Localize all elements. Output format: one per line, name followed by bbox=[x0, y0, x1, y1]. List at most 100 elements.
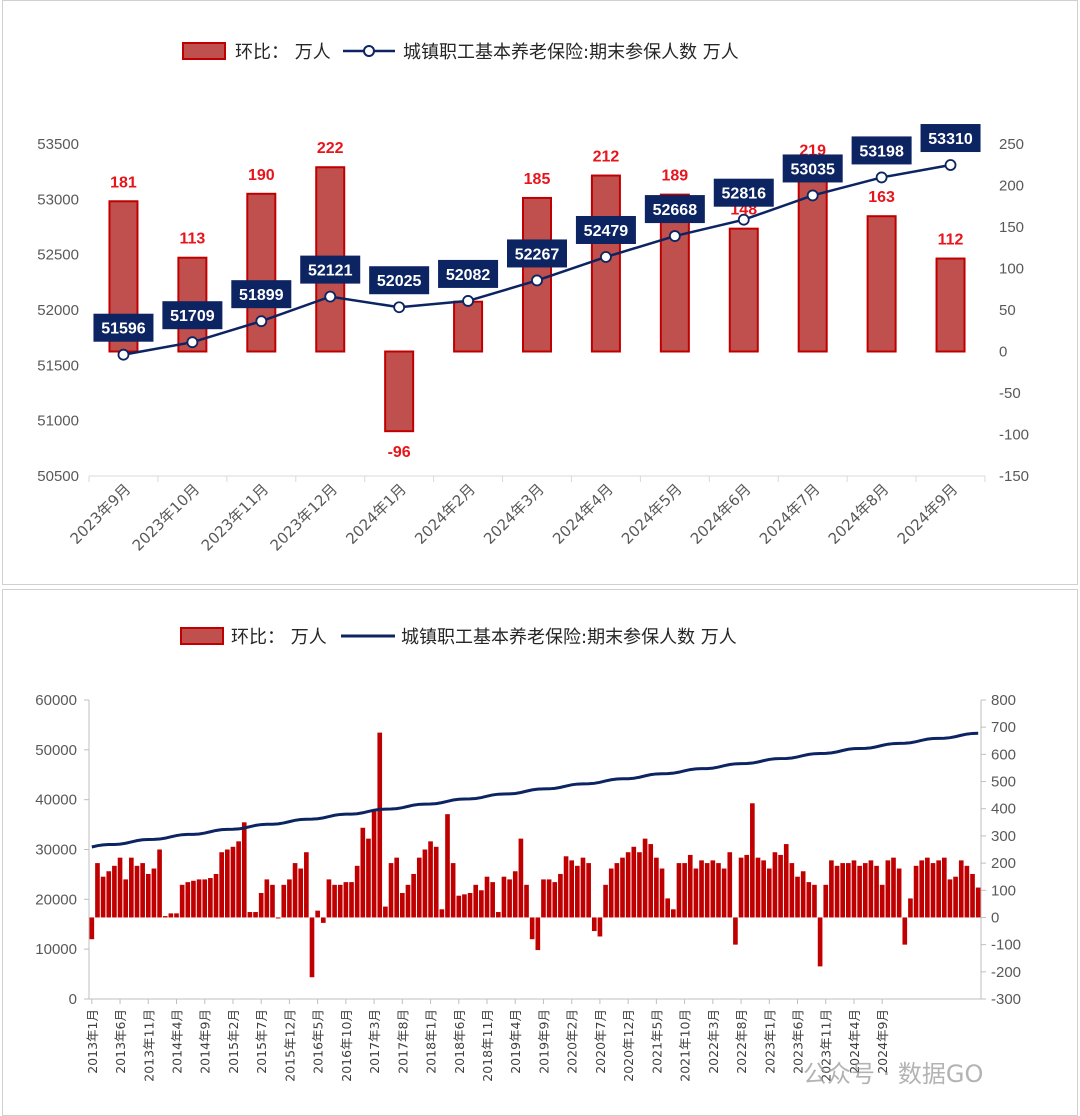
bar-2-2 bbox=[100, 876, 106, 918]
line-data-label-3: 52121 bbox=[308, 263, 353, 280]
bar-2-93 bbox=[614, 863, 620, 918]
bar-2-138 bbox=[868, 860, 874, 918]
left-axis-tick-label-2: 50000 bbox=[35, 742, 77, 759]
left-axis-tick-label: 53500 bbox=[37, 136, 79, 153]
x-tick-label-2: 2014年9月 bbox=[198, 1009, 213, 1074]
bar-2-133 bbox=[840, 863, 846, 918]
bar-2-67 bbox=[467, 892, 473, 918]
bar-2-120 bbox=[766, 868, 772, 918]
bar-2-45 bbox=[343, 882, 349, 918]
bar-2-85 bbox=[569, 860, 575, 918]
right-axis-tick-label-2: 100 bbox=[991, 882, 1016, 899]
line-label-box-9 bbox=[713, 178, 774, 207]
x-tick-label-2: 2013年1月 bbox=[85, 1009, 100, 1074]
x-tick-label-2: 2022年3月 bbox=[706, 1009, 721, 1074]
left-axis-tick-label: 51000 bbox=[37, 413, 79, 430]
x-category-label-5: 2024年2月 bbox=[411, 480, 479, 548]
line-label-box-11 bbox=[851, 136, 912, 165]
bar-2-13 bbox=[162, 916, 168, 918]
right-axis-tick-label: 150 bbox=[999, 219, 1024, 236]
line-data-label-11: 53198 bbox=[859, 143, 904, 160]
bar-2-115 bbox=[738, 857, 744, 918]
x-tick-label-2: 2023年6月 bbox=[791, 1009, 806, 1074]
bar-2-126 bbox=[800, 871, 806, 918]
bar-2-148 bbox=[925, 857, 930, 918]
bar-2-155 bbox=[964, 865, 970, 918]
right-axis-tick-label: 50 bbox=[999, 302, 1016, 319]
bar-2-9 bbox=[140, 863, 145, 918]
line-point-6 bbox=[531, 274, 543, 287]
bar-2-143 bbox=[896, 868, 902, 918]
bar-2-43 bbox=[332, 884, 337, 918]
right-axis-tick-label-2: 800 bbox=[991, 692, 1016, 709]
legend-bar-label-2: 环比： 万人 bbox=[231, 627, 327, 648]
bar-data-label-2: 190 bbox=[248, 167, 275, 184]
line-point-0 bbox=[117, 348, 130, 361]
bar-2-53 bbox=[388, 863, 394, 918]
bar-2-1 bbox=[95, 863, 100, 918]
bar-2-99 bbox=[648, 844, 654, 918]
bar-2-72 bbox=[495, 912, 501, 918]
bar-2-70 bbox=[484, 876, 490, 918]
legend-line-label: 城镇职工基本养老保险:期末参保人数 万人 bbox=[403, 42, 739, 63]
bar-2-145 bbox=[908, 898, 913, 918]
x-tick-label-2: 2017年8月 bbox=[395, 1009, 410, 1074]
left-axis-tick-label: 52000 bbox=[37, 302, 79, 319]
bar-2-100 bbox=[654, 857, 659, 918]
bar-2-157 bbox=[975, 887, 981, 918]
line-data-label-1: 51709 bbox=[170, 308, 215, 325]
bar-2-147 bbox=[919, 860, 925, 918]
bar-2-104 bbox=[676, 863, 682, 918]
bar-2-87 bbox=[580, 857, 586, 918]
x-tick-label-2: 2016年10月 bbox=[339, 1009, 354, 1082]
bar-2-35 bbox=[287, 879, 292, 918]
bar-2-42 bbox=[326, 879, 332, 918]
bar-2-60 bbox=[428, 841, 433, 918]
legend-line-label-2: 城镇职工基本养老保险:期末参保人数 万人 bbox=[401, 627, 737, 648]
chart-panel-bottom: 环比： 万人 城镇职工基本养老保险:期末参保人数 万人 0 10000 20000 300… bbox=[2, 589, 1078, 1116]
bar-2-54 bbox=[394, 857, 400, 918]
bar-2-151 bbox=[941, 857, 947, 918]
bar-2-34 bbox=[281, 884, 287, 918]
right-axis-tick-label-2: 500 bbox=[991, 774, 1016, 791]
right-axis-tick-label-2: 400 bbox=[991, 801, 1016, 818]
bar-4 bbox=[384, 350, 415, 433]
bar-2-73 bbox=[501, 876, 507, 918]
right-axis-tick-label: 0 bbox=[999, 344, 1007, 361]
bar-2-90 bbox=[597, 917, 603, 937]
bar-5 bbox=[453, 300, 484, 353]
bar-2-24 bbox=[224, 849, 230, 918]
bar-2-136 bbox=[857, 865, 862, 918]
bar-2-37 bbox=[298, 868, 304, 918]
bar-2-141 bbox=[885, 860, 891, 918]
bar-2-88 bbox=[586, 863, 591, 918]
line-label-box-4 bbox=[369, 266, 430, 295]
line-point-4 bbox=[393, 301, 406, 314]
x-category-label-7: 2024年4月 bbox=[549, 480, 617, 548]
right-axis-tick-label-2: 200 bbox=[991, 855, 1016, 872]
bar-2-4 bbox=[112, 865, 117, 918]
bar-2-128 bbox=[812, 884, 817, 918]
bar-2-48 bbox=[360, 827, 366, 918]
bar-2-81 bbox=[546, 879, 552, 918]
bar-2-102 bbox=[665, 898, 670, 918]
line-data-label-4: 52025 bbox=[377, 273, 422, 290]
bar-2-134 bbox=[846, 863, 851, 918]
bar-2-3 bbox=[106, 871, 112, 918]
bar-11 bbox=[866, 215, 897, 353]
line-label-box-0 bbox=[93, 313, 154, 342]
bar-2-114 bbox=[733, 917, 738, 945]
bar-2-80 bbox=[541, 879, 546, 918]
bar-2-109 bbox=[704, 863, 710, 918]
right-axis-tick-label: -150 bbox=[999, 468, 1029, 485]
line-data-label-10: 53035 bbox=[790, 161, 835, 178]
bar-2-150 bbox=[936, 860, 941, 918]
bar-2-153 bbox=[953, 876, 958, 918]
x-tick-label-2: 2019年4月 bbox=[508, 1009, 523, 1074]
line-label-box-2 bbox=[231, 280, 292, 309]
bar-2-122 bbox=[778, 854, 783, 918]
bar-2-19 bbox=[196, 879, 202, 918]
bar-2-77 bbox=[524, 884, 529, 918]
bar-2-56 bbox=[405, 884, 411, 918]
bar-2-30 bbox=[258, 892, 264, 918]
